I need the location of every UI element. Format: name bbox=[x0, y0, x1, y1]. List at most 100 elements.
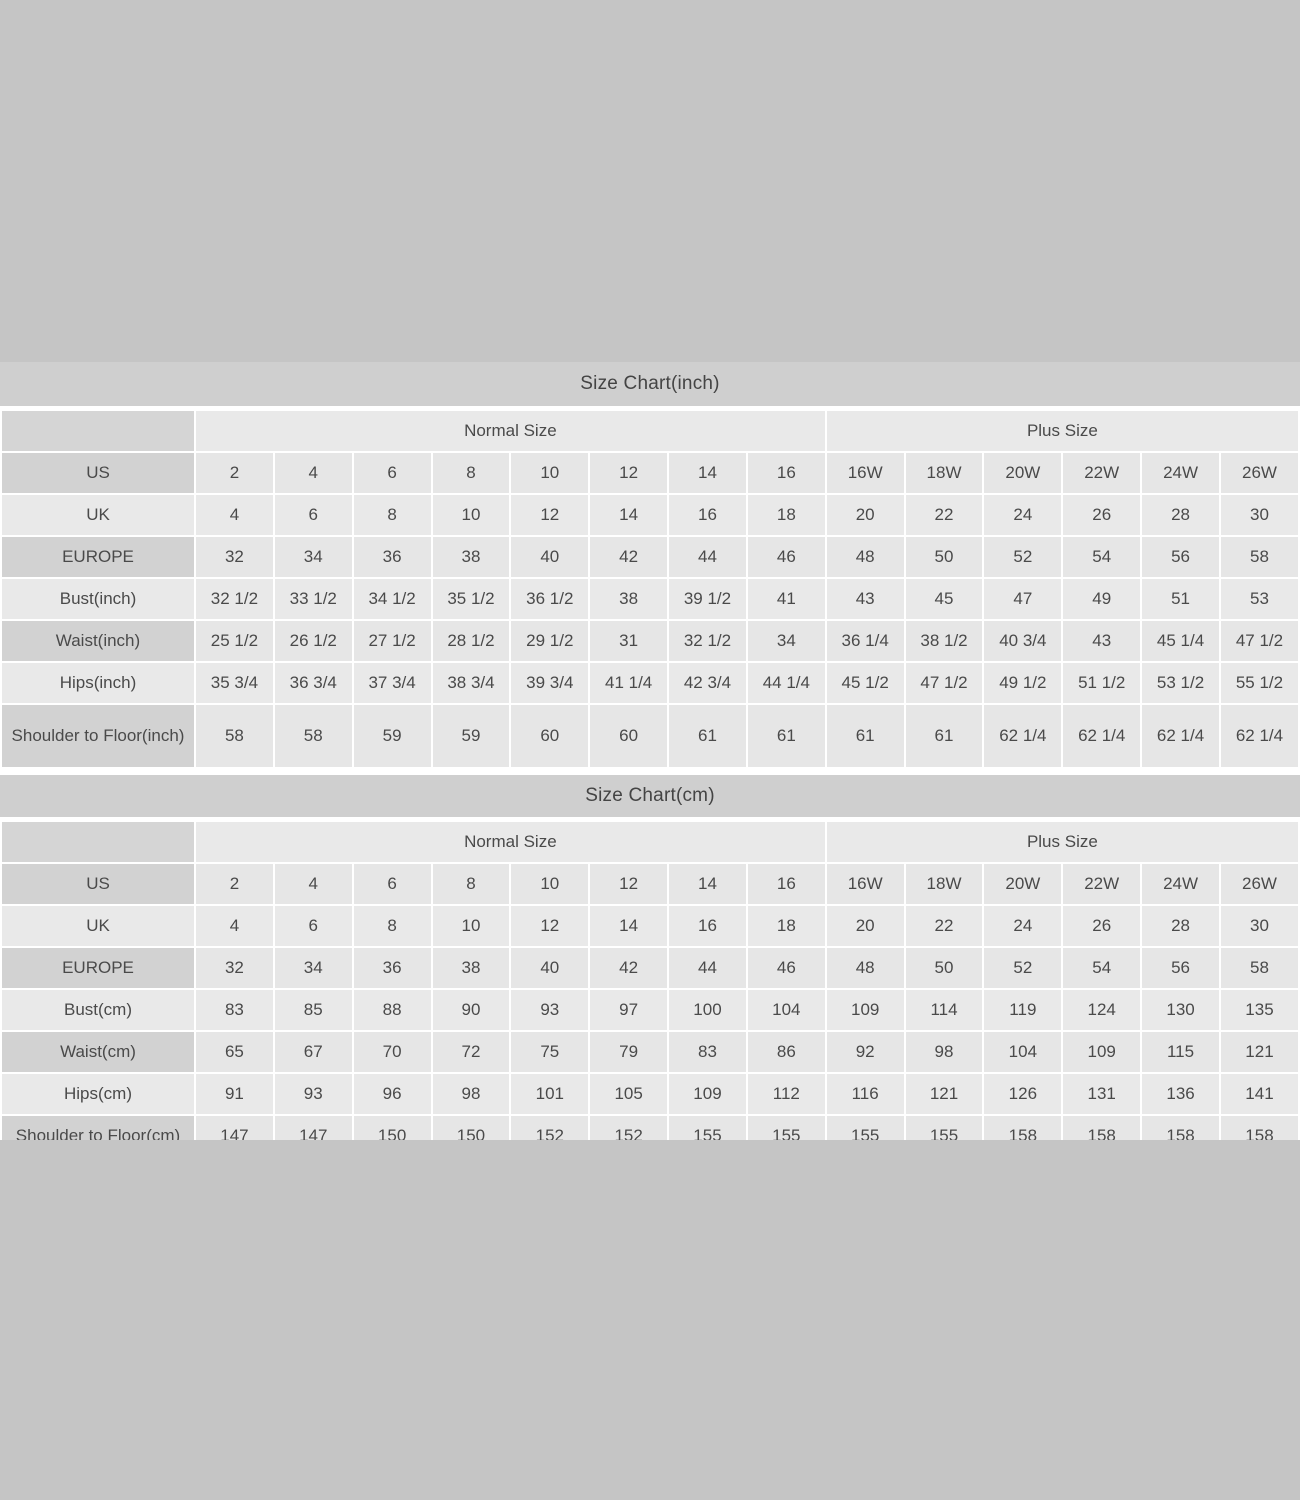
table-cell: 4 bbox=[272, 451, 354, 495]
table-cell: 126 bbox=[982, 1072, 1064, 1116]
table-row: Hips(cm) 91 93 96 98 101 105 109 112 116 121 126 131… bbox=[0, 1072, 1300, 1116]
table-cell: 104 bbox=[982, 1030, 1064, 1074]
table-cell: 4 bbox=[194, 493, 275, 537]
table-cell: 4 bbox=[272, 862, 354, 906]
table-cell: 88 bbox=[351, 988, 433, 1032]
table-cell: 6 bbox=[272, 493, 354, 537]
table-cell: 32 1/2 bbox=[667, 619, 748, 663]
table-cell: 112 bbox=[745, 1072, 827, 1116]
table-cell: 45 bbox=[903, 577, 985, 621]
table-cell: 45 1/2 bbox=[824, 661, 906, 705]
table-cell: 105 bbox=[588, 1072, 670, 1116]
table-cell: 12 bbox=[509, 904, 591, 948]
table-cell: 62 1/4 bbox=[1218, 703, 1300, 769]
table-cell: 47 1/2 bbox=[1218, 619, 1300, 663]
table-row: UK 4 6 8 10 12 14 16 18 20 22 24 26 28 30 bbox=[0, 904, 1300, 948]
table-cell: 115 bbox=[1140, 1030, 1221, 1074]
table-cell: 18 bbox=[745, 493, 827, 537]
table-cell: 101 bbox=[509, 1072, 591, 1116]
table-cell: 40 3/4 bbox=[982, 619, 1064, 663]
table-cell: 42 bbox=[588, 946, 670, 990]
bottom-background bbox=[0, 1140, 1300, 1500]
table-cell: 109 bbox=[1061, 1030, 1143, 1074]
table-cell: 29 1/2 bbox=[509, 619, 591, 663]
table-cell: 61 bbox=[745, 703, 827, 769]
table-cell: 51 1/2 bbox=[1061, 661, 1143, 705]
table-cell: 44 bbox=[667, 946, 748, 990]
table-row: US 2 4 6 8 10 12 14 16 16W 18W 20W 22W 24W 26W bbox=[0, 451, 1300, 495]
table-cell: 44 1/4 bbox=[745, 661, 827, 705]
table-cell: 34 1/2 bbox=[351, 577, 433, 621]
table-cell: 42 3/4 bbox=[667, 661, 748, 705]
table-cell: 12 bbox=[588, 451, 670, 495]
table-cell: 93 bbox=[272, 1072, 354, 1116]
table-cell: 22W bbox=[1061, 862, 1143, 906]
table-cell: 46 bbox=[745, 946, 827, 990]
table-cell: 61 bbox=[824, 703, 906, 769]
table-cell: 20 bbox=[824, 493, 906, 537]
chart-title-cm: Size Chart(cm) bbox=[0, 775, 1300, 820]
table-cell: 59 bbox=[351, 703, 433, 769]
table-cell: 34 bbox=[745, 619, 827, 663]
group-header-plus-size: Plus Size bbox=[824, 409, 1300, 453]
table-cell: 26 bbox=[1061, 904, 1143, 948]
row-label: Hips(inch) bbox=[0, 661, 196, 705]
table-cell: 24 bbox=[982, 904, 1064, 948]
table-cell: 48 bbox=[824, 535, 906, 579]
table-cell: 6 bbox=[351, 862, 433, 906]
table-cell: 54 bbox=[1061, 946, 1143, 990]
table-row: UK 4 6 8 10 12 14 16 18 20 22 24 26 28 30 bbox=[0, 493, 1300, 537]
table-cell: 52 bbox=[982, 535, 1064, 579]
table-cell: 14 bbox=[667, 451, 748, 495]
table-cell: 38 bbox=[430, 535, 512, 579]
table-cell: 116 bbox=[824, 1072, 906, 1116]
table-row: Bust(cm) 83 85 88 90 93 97 100 104 109 114 119 124 13… bbox=[0, 988, 1300, 1032]
table-cell: 54 bbox=[1061, 535, 1143, 579]
table-row: US 2 4 6 8 10 12 14 16 16W 18W 20W 22W 24W 26W bbox=[0, 862, 1300, 906]
table-cell: 36 3/4 bbox=[272, 661, 354, 705]
table-cell: 59 bbox=[430, 703, 512, 769]
table-cell: 26W bbox=[1218, 451, 1300, 495]
table-cell: 28 bbox=[1140, 493, 1221, 537]
table-cell: 36 1/4 bbox=[824, 619, 906, 663]
top-background bbox=[0, 0, 1300, 362]
table-cell: 121 bbox=[903, 1072, 985, 1116]
row-label: Waist(inch) bbox=[0, 619, 196, 663]
group-header-row: Normal Size Plus Size bbox=[0, 409, 1300, 453]
table-cell: 26W bbox=[1218, 862, 1300, 906]
table-cell: 16 bbox=[745, 451, 827, 495]
table-cell: 56 bbox=[1140, 946, 1221, 990]
table-cell: 24 bbox=[982, 493, 1064, 537]
row-label: Bust(inch) bbox=[0, 577, 196, 621]
group-header-row: Normal Size Plus Size bbox=[0, 820, 1300, 864]
table-cell: 49 bbox=[1061, 577, 1143, 621]
table-cell: 97 bbox=[588, 988, 670, 1032]
table-cell: 16W bbox=[824, 451, 906, 495]
table-cell: 40 bbox=[509, 946, 591, 990]
table-cell: 10 bbox=[430, 493, 512, 537]
group-header-normal-size: Normal Size bbox=[194, 409, 827, 453]
table-cell: 14 bbox=[588, 904, 670, 948]
table-cell: 60 bbox=[588, 703, 670, 769]
size-table-inch-body: Normal Size Plus Size US 2 4 6 8 10 12 14 16 16W 18W… bbox=[0, 409, 1300, 769]
table-cell: 93 bbox=[509, 988, 591, 1032]
table-cell: 47 bbox=[982, 577, 1064, 621]
table-cell: 100 bbox=[667, 988, 748, 1032]
table-cell: 38 1/2 bbox=[903, 619, 985, 663]
table-cell: 45 1/4 bbox=[1140, 619, 1221, 663]
row-label: US bbox=[0, 451, 196, 495]
table-cell: 8 bbox=[351, 904, 433, 948]
table-cell: 67 bbox=[272, 1030, 354, 1074]
table-cell: 51 bbox=[1140, 577, 1221, 621]
table-row: Waist(cm) 65 67 70 72 75 79 83 86 92 98 104 109 115 12… bbox=[0, 1030, 1300, 1074]
row-label: Waist(cm) bbox=[0, 1030, 196, 1074]
table-cell: 36 bbox=[351, 946, 433, 990]
table-cell: 10 bbox=[509, 862, 591, 906]
table-cell: 18W bbox=[903, 862, 985, 906]
chart-title-inch: Size Chart(inch) bbox=[0, 362, 1300, 409]
table-cell: 70 bbox=[351, 1030, 433, 1074]
table-cell: 22W bbox=[1061, 451, 1143, 495]
table-cell: 53 1/2 bbox=[1140, 661, 1221, 705]
table-cell: 83 bbox=[667, 1030, 748, 1074]
